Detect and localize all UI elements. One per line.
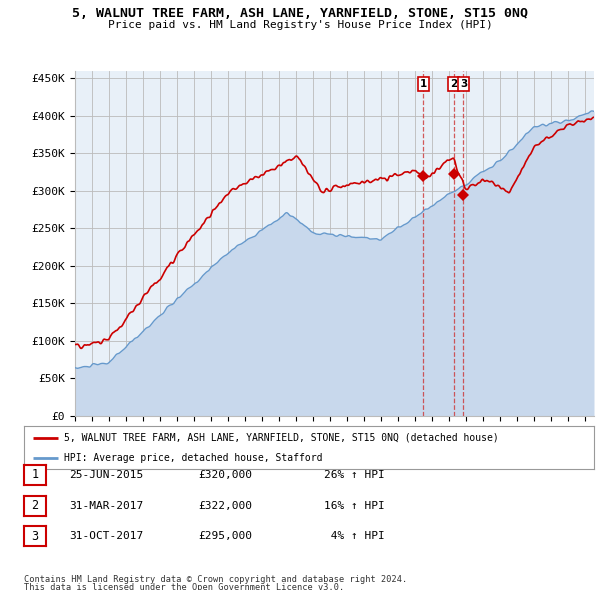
- Text: £320,000: £320,000: [198, 470, 252, 480]
- Text: 3: 3: [31, 530, 38, 543]
- Text: 31-MAR-2017: 31-MAR-2017: [69, 501, 143, 510]
- Text: Price paid vs. HM Land Registry's House Price Index (HPI): Price paid vs. HM Land Registry's House …: [107, 20, 493, 30]
- Text: 31-OCT-2017: 31-OCT-2017: [69, 532, 143, 541]
- Text: 2: 2: [31, 499, 38, 512]
- Text: 4% ↑ HPI: 4% ↑ HPI: [324, 532, 385, 541]
- Text: £322,000: £322,000: [198, 501, 252, 510]
- Text: This data is licensed under the Open Government Licence v3.0.: This data is licensed under the Open Gov…: [24, 582, 344, 590]
- Text: 16% ↑ HPI: 16% ↑ HPI: [324, 501, 385, 510]
- Text: Contains HM Land Registry data © Crown copyright and database right 2024.: Contains HM Land Registry data © Crown c…: [24, 575, 407, 584]
- Text: £295,000: £295,000: [198, 532, 252, 541]
- Text: 5, WALNUT TREE FARM, ASH LANE, YARNFIELD, STONE, ST15 0NQ (detached house): 5, WALNUT TREE FARM, ASH LANE, YARNFIELD…: [64, 432, 499, 442]
- Text: 2: 2: [450, 79, 457, 89]
- Text: 3: 3: [460, 79, 467, 89]
- Text: HPI: Average price, detached house, Stafford: HPI: Average price, detached house, Staf…: [64, 453, 322, 463]
- Text: 5, WALNUT TREE FARM, ASH LANE, YARNFIELD, STONE, ST15 0NQ: 5, WALNUT TREE FARM, ASH LANE, YARNFIELD…: [72, 7, 528, 20]
- Text: 1: 1: [420, 79, 427, 89]
- Text: 26% ↑ HPI: 26% ↑ HPI: [324, 470, 385, 480]
- Text: 25-JUN-2015: 25-JUN-2015: [69, 470, 143, 480]
- Text: 1: 1: [31, 468, 38, 481]
